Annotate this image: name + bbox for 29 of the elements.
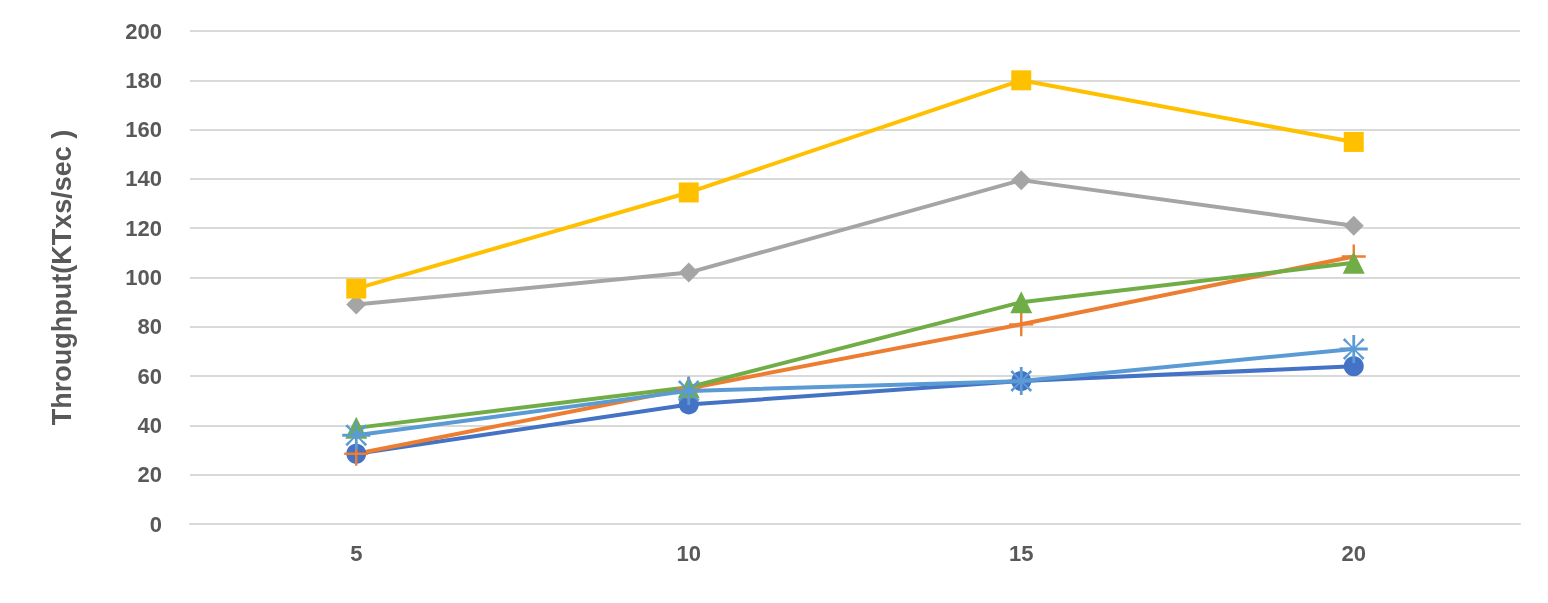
- y-tick-label: 80: [137, 314, 162, 340]
- y-tick-label: 180: [125, 67, 162, 93]
- point: [1339, 334, 1368, 363]
- point: [1010, 291, 1033, 314]
- y-tick-label: 0: [149, 511, 162, 537]
- x-tick-label: 10: [676, 540, 701, 566]
- y-tick-label: 140: [125, 166, 162, 192]
- x-tick-label: 5: [350, 540, 363, 566]
- point: [1011, 70, 1032, 91]
- point: [1011, 170, 1032, 191]
- point: [1343, 356, 1364, 377]
- x-tick-label: 15: [1009, 540, 1034, 566]
- y-tick-label: 60: [137, 363, 162, 389]
- point: [1343, 215, 1364, 236]
- y-tick-label: 120: [125, 215, 162, 241]
- point: [1343, 131, 1364, 152]
- y-tick-label: 20: [137, 462, 162, 488]
- y-tick-label: 40: [137, 412, 162, 438]
- y-tick-label: 200: [125, 18, 162, 44]
- y-tick-label: 160: [125, 117, 162, 143]
- x-tick-label: 20: [1341, 540, 1366, 566]
- y-axis-title: Throughput(KTxs/sec ): [46, 129, 77, 426]
- point: [1009, 312, 1034, 337]
- point: [678, 182, 699, 203]
- point: [678, 262, 699, 283]
- y-tick-label: 100: [125, 265, 162, 290]
- point: [1342, 251, 1365, 274]
- point: [342, 421, 371, 450]
- point: [346, 278, 367, 299]
